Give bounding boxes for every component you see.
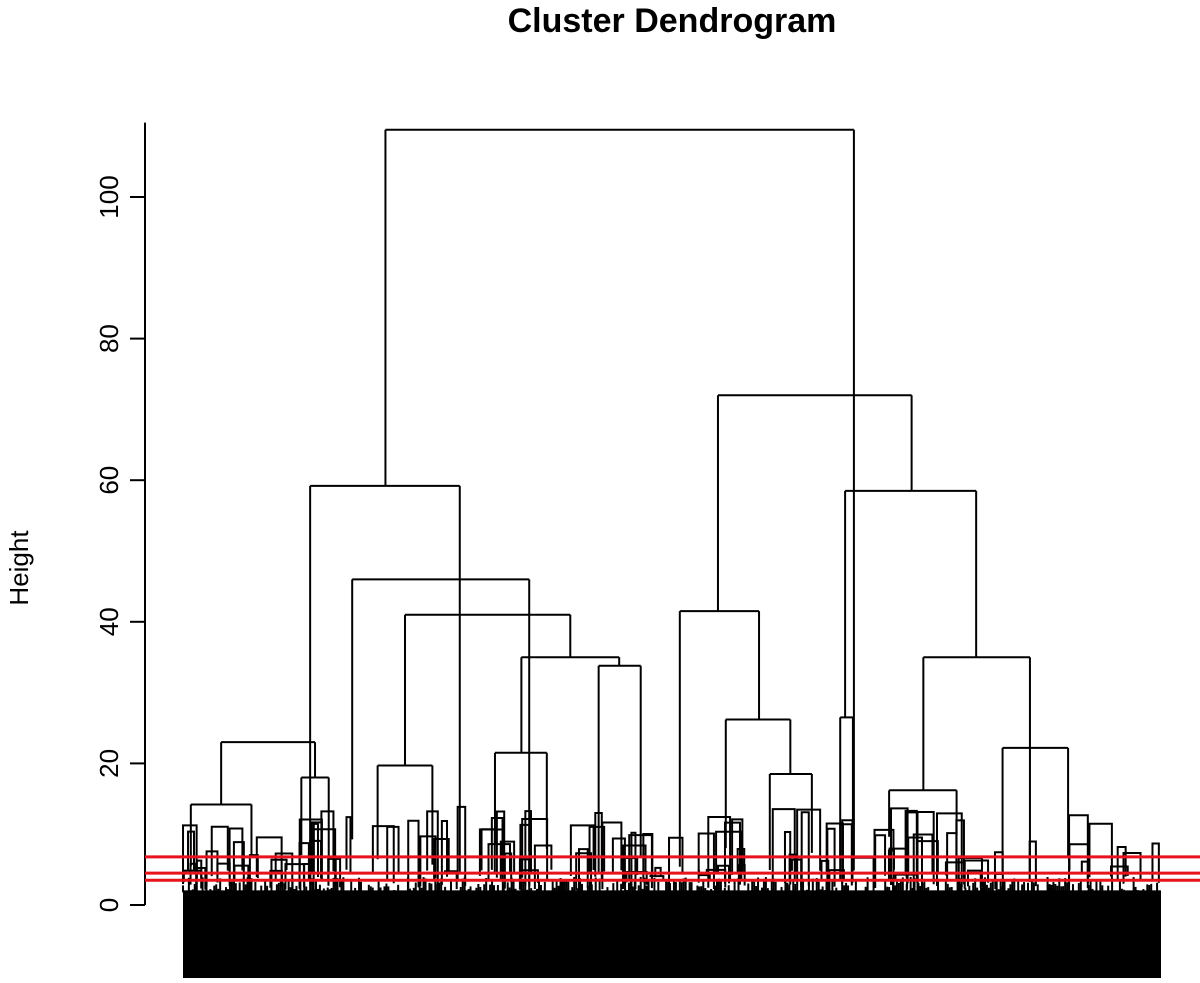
sub-cluster [723, 821, 741, 885]
sub-cluster [345, 816, 352, 873]
sub-cluster [588, 825, 606, 875]
sub-cluster [490, 817, 504, 875]
dendrogram-tree [182, 128, 1160, 891]
y-tick-label: 100 [94, 175, 124, 218]
sub-cluster [888, 847, 909, 889]
sub-cluster [569, 824, 595, 876]
sub-cluster [456, 805, 467, 886]
sub-cluster [1109, 865, 1129, 877]
sub-cluster [707, 815, 732, 888]
sub-cluster [228, 827, 244, 878]
leaf-mass [182, 876, 1161, 978]
sub-cluster [611, 837, 626, 880]
sub-cluster [519, 869, 539, 883]
sub-cluster [1122, 852, 1142, 884]
sub-cluster [788, 853, 798, 882]
sub-cluster [187, 830, 196, 871]
y-tick-label: 60 [94, 466, 124, 495]
sub-cluster [1116, 845, 1127, 880]
sub-cluster [298, 818, 323, 881]
y-tick-label: 0 [94, 898, 124, 912]
sub-cluster [274, 852, 294, 890]
sub-cluster [407, 819, 420, 888]
y-tick-label: 80 [94, 324, 124, 353]
leaf-block [183, 890, 1161, 978]
sub-cluster [825, 822, 844, 876]
sub-cluster [622, 844, 647, 890]
sub-cluster [577, 848, 589, 891]
sub-cluster [503, 852, 513, 889]
sub-cluster [731, 818, 744, 875]
sub-cluster [800, 811, 810, 886]
chart-title: Cluster Dendrogram [508, 2, 837, 40]
y-tick-label: 20 [94, 749, 124, 778]
sub-cluster [195, 859, 203, 879]
sub-cluster [936, 812, 963, 888]
sub-cluster [955, 819, 965, 879]
sub-cluster [1151, 842, 1160, 883]
sub-cluster [426, 810, 439, 891]
sub-cluster [1088, 822, 1113, 880]
cut-lines [145, 855, 1200, 882]
sub-cluster [440, 820, 449, 885]
sub-cluster [216, 862, 231, 886]
sub-cluster [912, 833, 934, 890]
y-axis: 0 20 40 60 80 100 [94, 122, 146, 912]
sub-cluster [890, 807, 909, 885]
sub-cluster [371, 825, 395, 884]
sub-cluster [916, 840, 939, 882]
sub-cluster [630, 831, 637, 889]
y-tick-label: 40 [94, 607, 124, 636]
sub-cluster [1068, 814, 1089, 883]
sub-cluster [649, 874, 665, 882]
sub-cluster [993, 851, 1004, 882]
sub-cluster [524, 810, 532, 886]
sub-cluster [210, 825, 229, 877]
sub-cluster [1080, 860, 1089, 888]
sub-cluster [521, 818, 549, 880]
sub-cluster [1028, 840, 1037, 887]
y-axis-label: Height [4, 530, 34, 606]
sub-cluster [771, 808, 796, 883]
sub-cluster [796, 808, 822, 883]
sub-cluster [916, 810, 935, 891]
